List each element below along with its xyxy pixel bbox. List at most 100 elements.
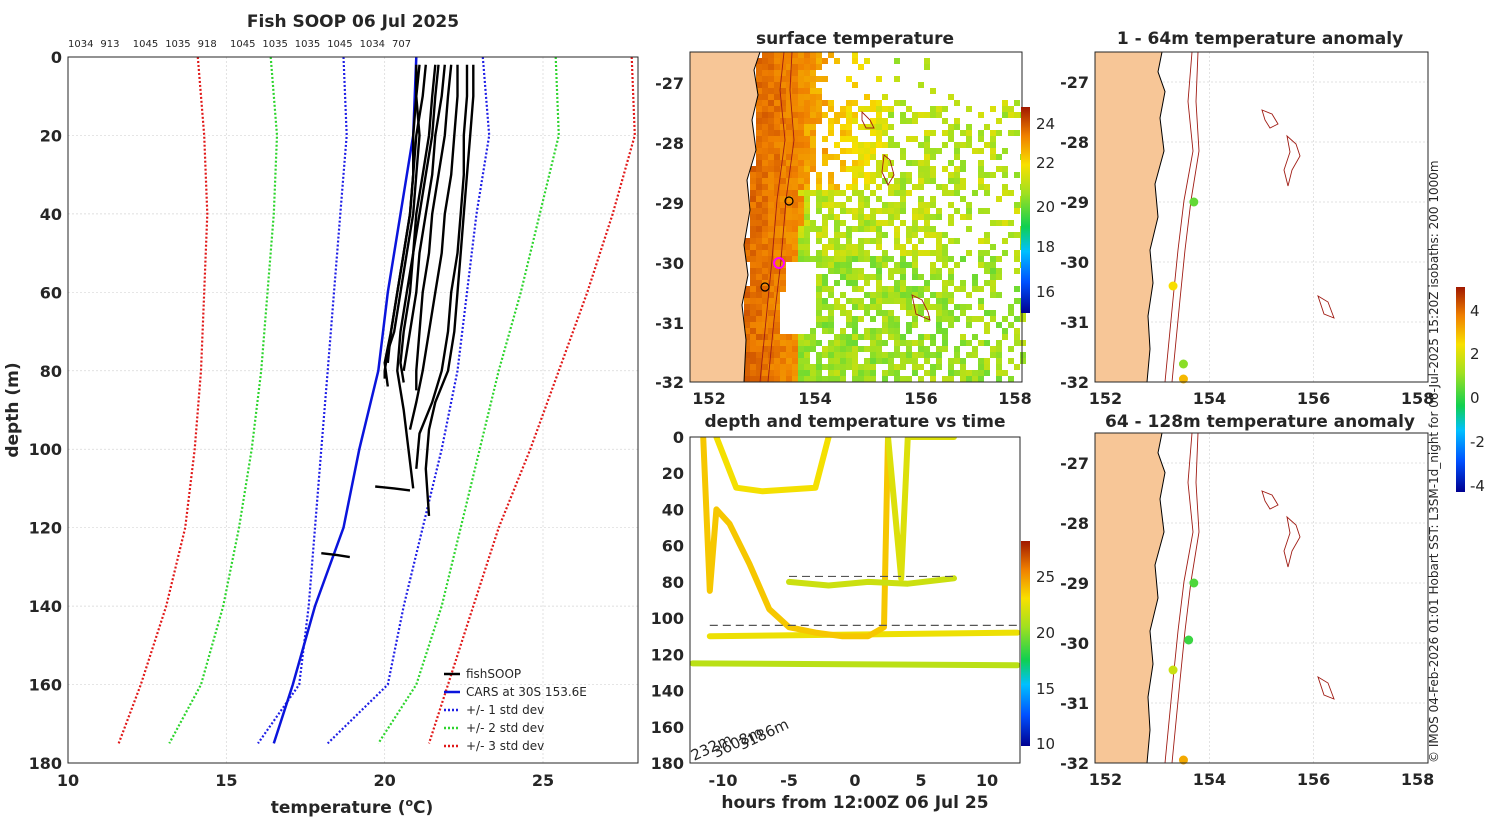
sst-cell bbox=[894, 184, 900, 190]
sst-cell bbox=[858, 346, 864, 352]
sst-cell bbox=[762, 154, 768, 160]
sst-cell bbox=[858, 238, 864, 244]
sst-cell bbox=[810, 94, 816, 100]
sst-cell bbox=[996, 130, 1002, 136]
sst-cell bbox=[762, 130, 768, 136]
sst-cell bbox=[900, 178, 906, 184]
sst-cell bbox=[786, 256, 792, 262]
sst-cell bbox=[846, 274, 852, 280]
sst-cell bbox=[828, 130, 834, 136]
sst-cell bbox=[762, 166, 768, 172]
sst-cell bbox=[816, 178, 822, 184]
sst-cell bbox=[918, 250, 924, 256]
sst-cell bbox=[894, 322, 900, 328]
sst-cell bbox=[822, 352, 828, 358]
y-tick-label: 20 bbox=[40, 126, 62, 145]
sst-cell bbox=[984, 172, 990, 178]
sst-cell bbox=[792, 214, 798, 220]
sst-heatmap bbox=[744, 52, 1026, 382]
sst-cell bbox=[840, 190, 846, 196]
sst-cell bbox=[888, 334, 894, 340]
sst-cell bbox=[828, 118, 834, 124]
sst-cell bbox=[978, 172, 984, 178]
sst-cell bbox=[858, 334, 864, 340]
sst-cell bbox=[804, 148, 810, 154]
sst-cell bbox=[882, 142, 888, 148]
sst-cell bbox=[798, 358, 804, 364]
sst-cell bbox=[1002, 238, 1008, 244]
sst-cell bbox=[852, 286, 858, 292]
sst-cell bbox=[780, 70, 786, 76]
sst-cell bbox=[900, 184, 906, 190]
sst-cell bbox=[948, 124, 954, 130]
sst-cell bbox=[894, 376, 900, 382]
sst-cell bbox=[912, 340, 918, 346]
sst-cell bbox=[792, 238, 798, 244]
sst-cell bbox=[906, 226, 912, 232]
sst-cell bbox=[834, 298, 840, 304]
sst-cell bbox=[780, 244, 786, 250]
sst-cell bbox=[762, 172, 768, 178]
sst-cell bbox=[924, 130, 930, 136]
sst-cell bbox=[990, 280, 996, 286]
sst-cell bbox=[960, 196, 966, 202]
sst-cell bbox=[912, 232, 918, 238]
sst-cell bbox=[822, 160, 828, 166]
sst-cell bbox=[888, 364, 894, 370]
sst-cell bbox=[846, 106, 852, 112]
sst-cell bbox=[1008, 232, 1014, 238]
sst-cell bbox=[774, 130, 780, 136]
anomaly-lon-tick: 152 bbox=[1089, 770, 1122, 789]
sst-cell bbox=[780, 214, 786, 220]
sst-cell bbox=[834, 190, 840, 196]
sst-cell bbox=[768, 214, 774, 220]
sst-cell bbox=[990, 172, 996, 178]
sst-cell bbox=[996, 118, 1002, 124]
sst-cell bbox=[966, 322, 972, 328]
sst-cell bbox=[816, 304, 822, 310]
sst-cell bbox=[762, 214, 768, 220]
sst-cell bbox=[1008, 106, 1014, 112]
sst-cell bbox=[798, 346, 804, 352]
sst-cell bbox=[774, 232, 780, 238]
sst-cell bbox=[876, 292, 882, 298]
sst-colorbar-tick: 16 bbox=[1036, 283, 1055, 301]
sst-cell bbox=[852, 178, 858, 184]
sst-cell bbox=[858, 268, 864, 274]
sst-cell bbox=[930, 166, 936, 172]
sst-cell bbox=[816, 352, 822, 358]
sst-cell bbox=[786, 244, 792, 250]
sst-cell bbox=[768, 340, 774, 346]
profile-count-label: 1034 bbox=[68, 39, 93, 50]
map-coastline bbox=[1146, 51, 1166, 383]
sst-cell bbox=[858, 304, 864, 310]
sst-cell bbox=[828, 100, 834, 106]
sst-cell bbox=[852, 304, 858, 310]
sst-cell bbox=[798, 208, 804, 214]
sst-cell bbox=[882, 370, 888, 376]
fishsoop-profile-line bbox=[415, 64, 469, 469]
sst-cell bbox=[792, 196, 798, 202]
sst-cell bbox=[780, 112, 786, 118]
sst-cell bbox=[936, 106, 942, 112]
sst-cell bbox=[840, 268, 846, 274]
sst-cell bbox=[990, 274, 996, 280]
y-tick-label: 60 bbox=[40, 283, 62, 302]
sst-cell bbox=[996, 358, 1002, 364]
sst-cell bbox=[792, 88, 798, 94]
sst-cell bbox=[960, 286, 966, 292]
sst-cell bbox=[864, 274, 870, 280]
sst-cell bbox=[852, 208, 858, 214]
sst-cell bbox=[768, 376, 774, 382]
sst-cell bbox=[870, 340, 876, 346]
sst-cell bbox=[984, 238, 990, 244]
sst-cell bbox=[762, 208, 768, 214]
sst-cell bbox=[834, 184, 840, 190]
sst-cell bbox=[750, 304, 756, 310]
sst-cell bbox=[816, 250, 822, 256]
sst-cell bbox=[1002, 370, 1008, 376]
sst-cell bbox=[948, 220, 954, 226]
sst-cell bbox=[876, 304, 882, 310]
sst-cell bbox=[906, 346, 912, 352]
sst-cell bbox=[750, 244, 756, 250]
